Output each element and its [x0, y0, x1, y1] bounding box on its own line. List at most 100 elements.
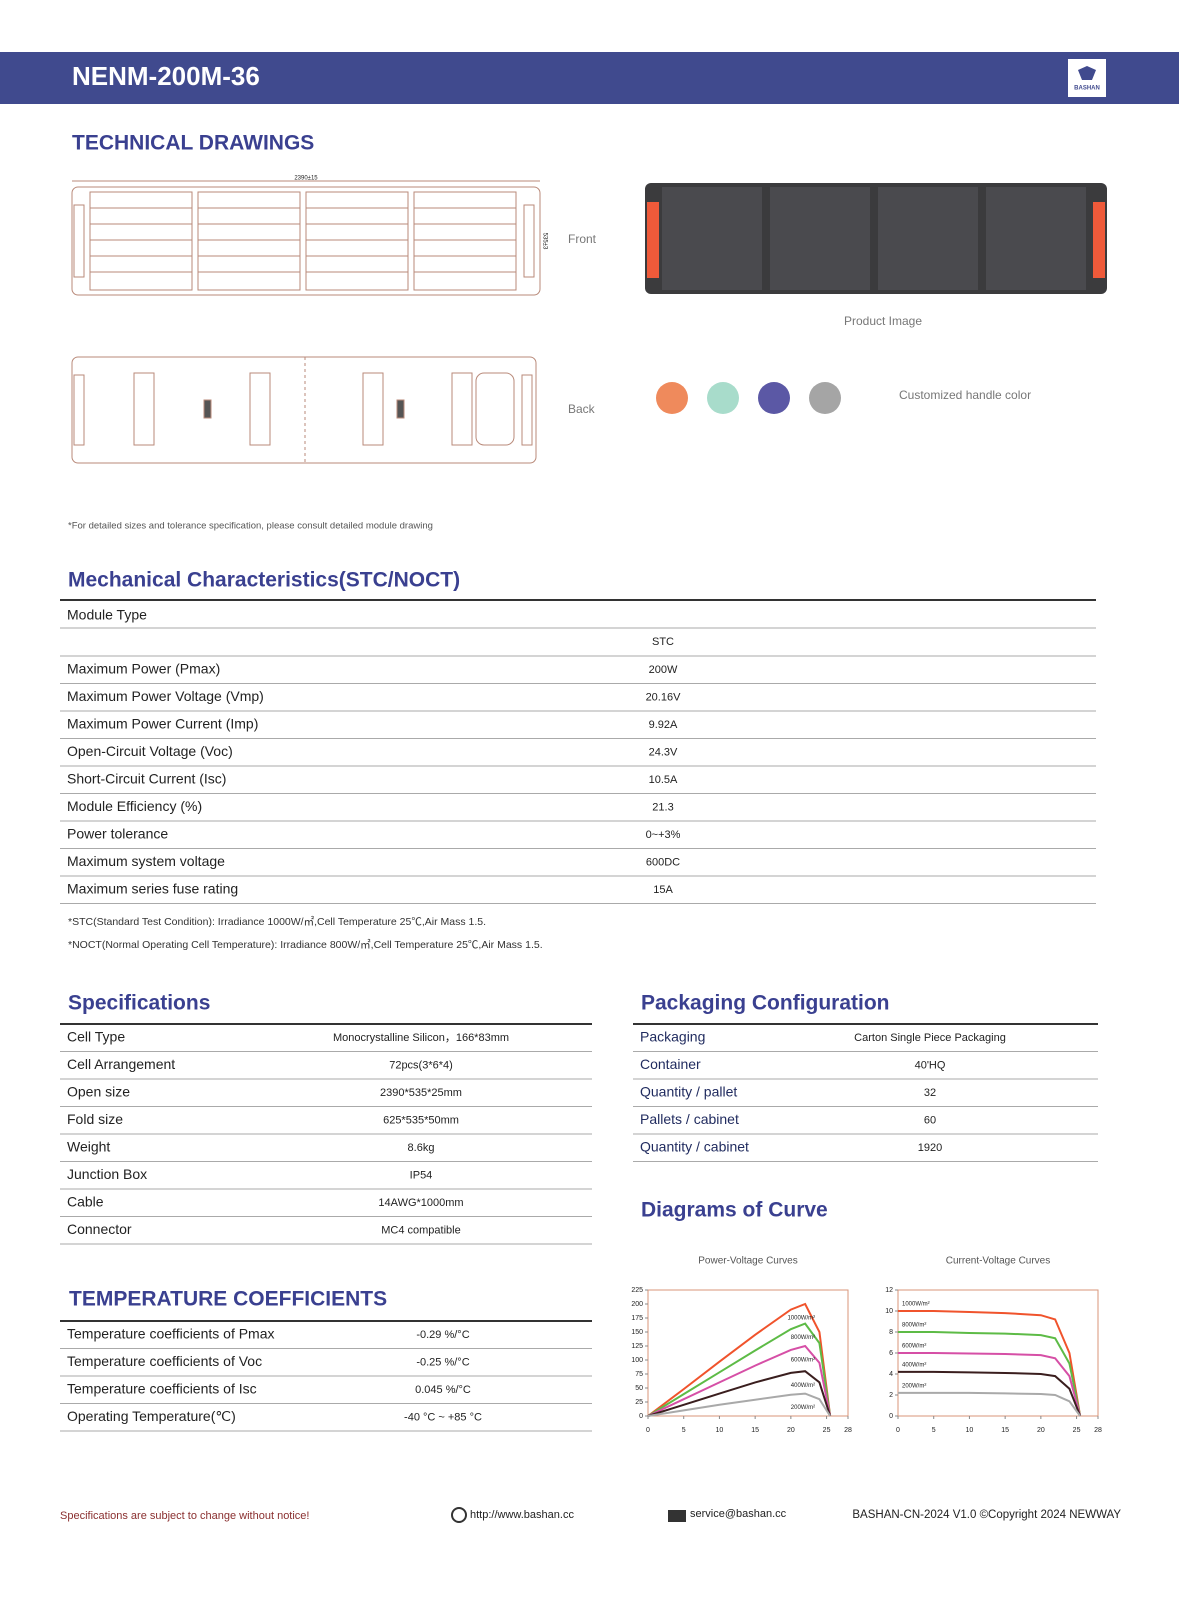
- x-tick-label: 0: [646, 1427, 650, 1434]
- x-tick-label: 20: [787, 1427, 795, 1434]
- x-tick-label: 20: [1037, 1427, 1045, 1434]
- row-value: 625*535*50mm: [383, 1114, 459, 1126]
- curve: [647, 1302, 832, 1417]
- y-tick-label: 6: [889, 1350, 893, 1357]
- section-title: Packaging Configuration: [641, 992, 890, 1015]
- y-tick-label: 12: [885, 1287, 893, 1294]
- x-tick-label: 0: [896, 1427, 900, 1434]
- row-value: -40 °C ~ +85 °C: [404, 1411, 482, 1423]
- section-title: TECHNICAL DRAWINGS: [72, 132, 314, 155]
- row-label: Packaging: [640, 1029, 705, 1045]
- y-tick-label: 100: [631, 1357, 643, 1364]
- chart-title: Current-Voltage Curves: [946, 1256, 1051, 1267]
- row-label: Module Efficiency (%): [67, 798, 202, 814]
- y-tick-label: 200: [631, 1301, 643, 1308]
- handle-color-swatch: [656, 382, 688, 414]
- row-label: Temperature coefficients of Pmax: [67, 1326, 275, 1342]
- row-label: Junction Box: [67, 1166, 147, 1182]
- y-tick-label: 10: [885, 1308, 893, 1315]
- footer-email[interactable]: service@bashan.cc: [690, 1508, 787, 1520]
- footer-copyright: BASHAN-CN-2024 V1.0 ©Copyright 2024 NEWW…: [852, 1509, 1121, 1521]
- row-label: Open-Circuit Voltage (Voc): [67, 743, 233, 759]
- drawing-label: Front: [568, 232, 597, 246]
- row-value: 72pcs(3*6*4): [389, 1059, 453, 1071]
- image-caption: Product Image: [844, 314, 922, 328]
- x-tick-label: 28: [844, 1427, 852, 1434]
- curve-label: 400W/m²: [791, 1383, 815, 1389]
- y-tick-label: 75: [635, 1371, 643, 1378]
- curve: [647, 1344, 832, 1417]
- curve: [898, 1310, 1082, 1417]
- drawing-label: Back: [568, 402, 596, 416]
- row-label: Temperature coefficients of Voc: [67, 1353, 262, 1369]
- curve: [898, 1370, 1082, 1417]
- row-label: Fold size: [67, 1111, 123, 1127]
- row-label: Power tolerance: [67, 826, 168, 842]
- footer-website[interactable]: http://www.bashan.cc: [470, 1509, 574, 1521]
- curve-label: 200W/m²: [902, 1383, 926, 1389]
- y-tick-label: 25: [635, 1399, 643, 1406]
- row-label: Pallets / cabinet: [640, 1111, 739, 1127]
- dimension-label: 2390±15: [294, 176, 318, 182]
- dimension-label: 535±3: [541, 233, 547, 250]
- row-label: Cell Arrangement: [67, 1056, 175, 1072]
- swatch-caption: Customized handle color: [899, 388, 1031, 402]
- x-tick-label: 10: [716, 1427, 724, 1434]
- curve-label: 400W/m²: [902, 1362, 926, 1368]
- curve: [647, 1322, 832, 1417]
- row-label: Maximum Power Current (Imp): [67, 716, 258, 732]
- curve-label: 1000W/m²: [902, 1302, 930, 1308]
- row-value: 8.6kg: [408, 1142, 435, 1154]
- row-value: 40'HQ: [915, 1059, 946, 1071]
- handle-color-swatch: [758, 382, 790, 414]
- drawing-note: *For detailed sizes and tolerance specif…: [68, 521, 433, 532]
- row-value: 0.045 %/°C: [415, 1384, 471, 1396]
- curve-label: 800W/m²: [791, 1335, 815, 1341]
- row-value: 14AWG*1000mm: [378, 1197, 463, 1209]
- y-tick-label: 150: [631, 1329, 643, 1336]
- x-tick-label: 15: [1001, 1427, 1009, 1434]
- row-label: Short-Circuit Current (Isc): [67, 771, 226, 787]
- section-title: TEMPERATURE COEFFICIENTS: [69, 1288, 387, 1311]
- section-title: Mechanical Characteristics(STC/NOCT): [68, 569, 460, 592]
- row-value: 60: [924, 1114, 936, 1126]
- row-label: Operating Temperature(℃): [67, 1408, 236, 1424]
- row-label: Quantity / pallet: [640, 1084, 737, 1100]
- curve-label: 600W/m²: [791, 1358, 815, 1364]
- footnote: *NOCT(Normal Operating Cell Temperature)…: [68, 939, 543, 951]
- x-tick-label: 28: [1094, 1427, 1102, 1434]
- section-title: Specifications: [68, 992, 210, 1015]
- row-value: 15A: [653, 884, 673, 896]
- y-tick-label: 2: [889, 1392, 893, 1399]
- x-tick-label: 25: [1073, 1427, 1081, 1434]
- row-value: IP54: [410, 1169, 433, 1181]
- row-value: 2390*535*25mm: [380, 1087, 462, 1099]
- row-label: Cell Type: [67, 1029, 125, 1045]
- row-value: 21.3: [652, 801, 673, 813]
- row-value: 0~+3%: [646, 829, 681, 841]
- row-value: Carton Single Piece Packaging: [854, 1032, 1006, 1044]
- x-tick-label: 5: [682, 1427, 686, 1434]
- row-label: Connector: [67, 1221, 132, 1237]
- row-label: Maximum system voltage: [67, 853, 225, 869]
- product-image: [645, 183, 1107, 294]
- row-label: Maximum Power Voltage (Vmp): [67, 688, 264, 704]
- row-label: Container: [640, 1056, 701, 1072]
- curve-label: 1000W/m²: [787, 1316, 815, 1322]
- y-tick-label: 50: [635, 1385, 643, 1392]
- y-tick-label: 175: [631, 1315, 643, 1322]
- row-value: 24.3V: [649, 746, 678, 758]
- curve: [647, 1370, 832, 1417]
- row-value: 32: [924, 1087, 936, 1099]
- row-label: Quantity / cabinet: [640, 1139, 749, 1155]
- row-label: Cable: [67, 1194, 104, 1210]
- curve-label: 600W/m²: [902, 1344, 926, 1350]
- row-value: 1920: [918, 1142, 942, 1154]
- model-title: NENM-200M-36: [72, 61, 260, 91]
- curve-label: 800W/m²: [902, 1323, 926, 1329]
- row-label: Weight: [67, 1139, 110, 1155]
- logo-mark: [1078, 66, 1096, 80]
- row-value: -0.25 %/°C: [416, 1356, 469, 1368]
